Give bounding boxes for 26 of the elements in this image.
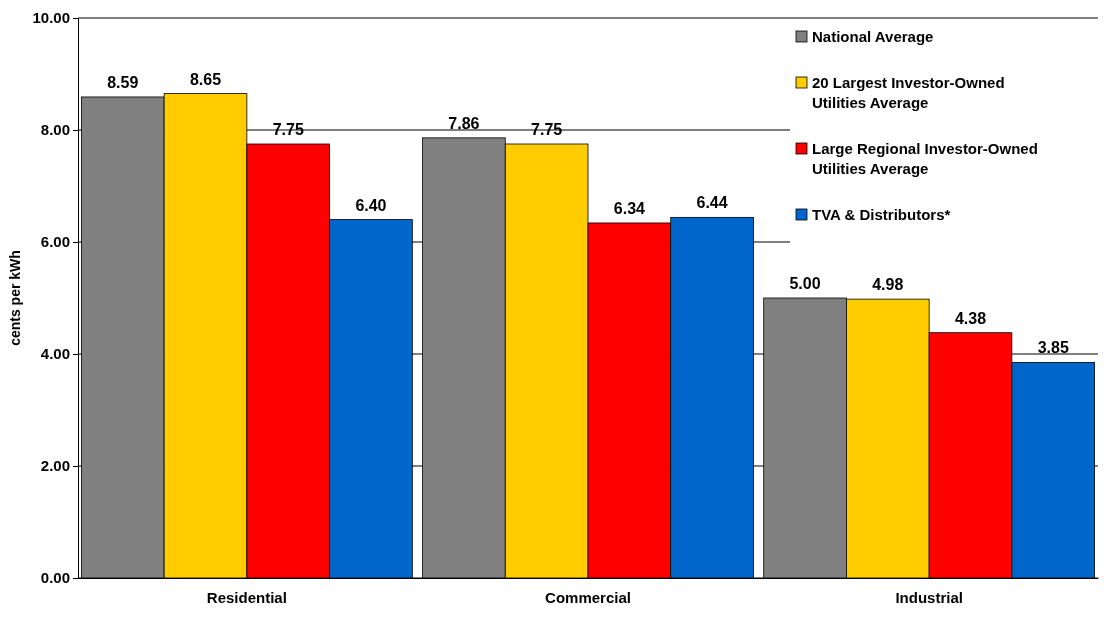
data-label: 4.98 xyxy=(872,276,904,294)
data-label: 6.40 xyxy=(355,196,387,214)
legend-label: National Average xyxy=(812,28,934,45)
y-tick-label: 2.00 xyxy=(40,457,70,475)
data-label: 8.59 xyxy=(107,73,139,91)
data-label: 8.65 xyxy=(189,70,222,88)
data-label: 7.75 xyxy=(531,121,563,138)
y-tick-label: 10.00 xyxy=(32,9,70,27)
data-label: 3.85 xyxy=(1037,339,1069,357)
data-label: 4.38 xyxy=(954,309,987,327)
data-label: 6.34 xyxy=(613,199,646,217)
legend-label: TVA & Distributors* xyxy=(812,206,951,223)
data-label: 5.00 xyxy=(789,275,821,292)
data-label: 7.75 xyxy=(272,121,304,138)
y-tick-label: 4.00 xyxy=(40,345,70,363)
legend-label: Large Regional Investor-Owned Utilities Average xyxy=(812,140,1038,177)
data-label: 7.86 xyxy=(448,114,480,132)
legend-label: 20 Largest Investor-Owned Utilities Average xyxy=(812,74,1005,111)
x-tick-label: Commercial xyxy=(545,588,631,606)
y-tick-label: 6.00 xyxy=(40,233,70,251)
x-tick-label: Industrial xyxy=(895,588,963,606)
y-tick-label: 0.00 xyxy=(40,569,70,587)
x-tick-label: Residential xyxy=(206,588,287,606)
data-label: 6.44 xyxy=(696,194,728,212)
y-axis-title: cents per kWh xyxy=(7,250,23,346)
y-tick-label: 8.00 xyxy=(40,121,70,139)
